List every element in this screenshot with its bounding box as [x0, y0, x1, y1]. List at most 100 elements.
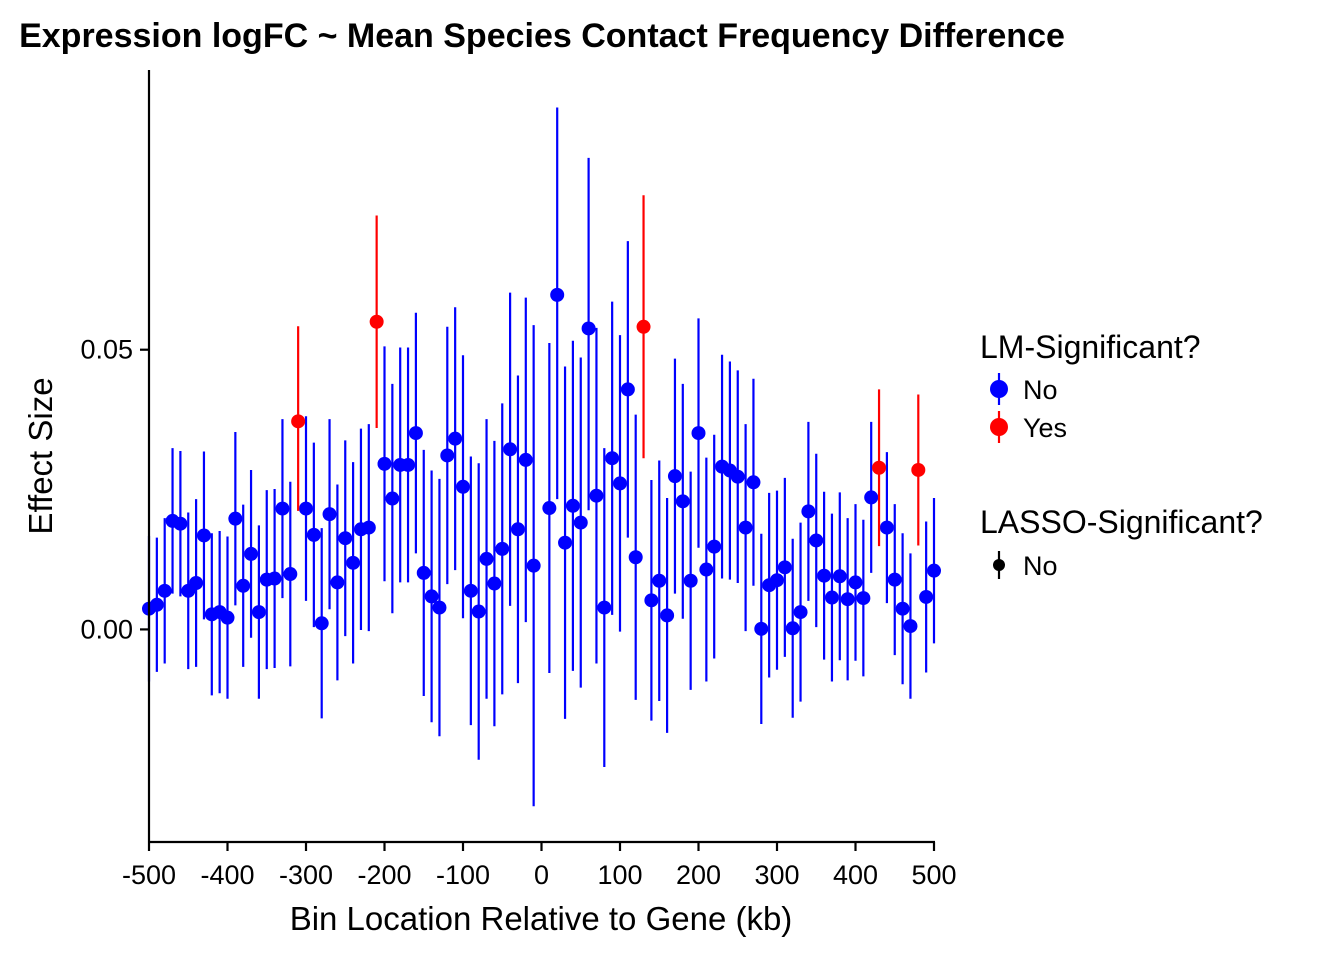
data-point [636, 319, 651, 334]
data-point [189, 575, 204, 590]
data-point [927, 563, 941, 578]
data-point [283, 567, 298, 582]
data-point [903, 619, 918, 634]
y-tick-label: 0.05 [80, 335, 133, 365]
data-point [848, 575, 863, 590]
data-point [306, 527, 321, 542]
data-point [746, 475, 761, 490]
data-point [581, 321, 596, 336]
x-tick-label: -300 [279, 860, 333, 890]
data-point [895, 601, 910, 616]
data-point [157, 583, 172, 598]
data-point [644, 593, 659, 608]
data-point [385, 491, 400, 506]
x-tick-label: 400 [833, 860, 878, 890]
data-point [558, 535, 573, 550]
data-point [251, 605, 266, 620]
data-point [613, 476, 627, 491]
data-point [699, 562, 714, 577]
legend-lm-no-label: No [1023, 375, 1058, 405]
data-point [683, 573, 698, 588]
data-point [330, 575, 345, 590]
data-point [416, 565, 431, 580]
series-yes [291, 195, 926, 547]
data-point [346, 555, 361, 570]
data-point [479, 551, 494, 566]
legend-lasso-entry-no: No [993, 551, 1058, 581]
data-point [801, 504, 816, 519]
data-point [149, 597, 164, 612]
data-point [832, 569, 847, 584]
legend-lm-yes-dot [990, 418, 1008, 436]
data-point [856, 591, 871, 606]
data-point [299, 501, 313, 516]
data-point [440, 448, 455, 463]
data-point [267, 571, 282, 586]
data-point [377, 456, 392, 471]
data-point [738, 520, 753, 535]
data-point [824, 590, 839, 605]
x-tick-label: -100 [436, 860, 490, 890]
x-axis-title: Bin Location Relative to Gene (kb) [290, 900, 793, 937]
data-point [401, 457, 416, 472]
data-point [228, 511, 243, 526]
data-point [754, 621, 769, 636]
data-point [487, 576, 502, 591]
data-point [503, 442, 518, 457]
x-axis-ticks: -500 -400 -300 -200 -100 0 100 200 300 400 500 [122, 842, 957, 890]
data-point [542, 501, 557, 516]
y-tick-label: 0.00 [80, 614, 133, 644]
data-point [408, 426, 423, 441]
data-point [456, 479, 470, 494]
data-point [550, 287, 565, 302]
data-point [707, 539, 722, 554]
data-point [424, 589, 439, 604]
data-point [911, 462, 926, 477]
legend-lm-yes-label: Yes [1023, 413, 1067, 443]
data-point [448, 431, 463, 446]
data-point [369, 314, 384, 329]
data-point [510, 522, 525, 537]
data-point [244, 546, 259, 561]
x-tick-label: 200 [676, 860, 721, 890]
data-point [275, 501, 290, 516]
data-point [173, 516, 188, 531]
data-point [605, 451, 620, 466]
x-tick-label: -500 [122, 860, 176, 890]
data-point [597, 600, 612, 615]
x-tick-label: 100 [597, 860, 642, 890]
data-point [691, 426, 706, 441]
data-point [793, 605, 808, 620]
legend-lm-entry-no: No [990, 373, 1058, 405]
data-point [338, 531, 353, 546]
data-point [361, 520, 376, 535]
data-point [495, 541, 510, 556]
data-point [817, 568, 832, 583]
data-point [322, 507, 337, 522]
data-point [667, 469, 682, 484]
legend-lm-no-dot [990, 380, 1008, 398]
data-point [628, 550, 643, 565]
x-tick-label: 0 [534, 860, 549, 890]
data-point [660, 608, 675, 623]
legend-lm-title: LM-Significant? [980, 329, 1201, 365]
chart-title: Expression logFC ~ Mean Species Contact … [19, 17, 1065, 55]
data-point [236, 578, 251, 593]
data-point [589, 488, 604, 503]
y-axis-ticks: 0.00 0.05 [80, 335, 149, 644]
x-tick-label: 500 [911, 860, 956, 890]
data-point [652, 573, 667, 588]
data-point [879, 520, 894, 535]
data-point [864, 490, 879, 505]
data-point [809, 533, 824, 548]
data-point [526, 558, 541, 573]
data-point [573, 515, 588, 530]
data-point [291, 414, 306, 429]
legend-lasso-title: LASSO-Significant? [980, 504, 1263, 540]
x-tick-label: -200 [357, 860, 411, 890]
data-point [463, 583, 478, 598]
y-axis-title: Effect Size [22, 377, 59, 534]
data-point [471, 604, 486, 619]
legend-lm-significant: LM-Significant? No Yes [980, 329, 1201, 443]
